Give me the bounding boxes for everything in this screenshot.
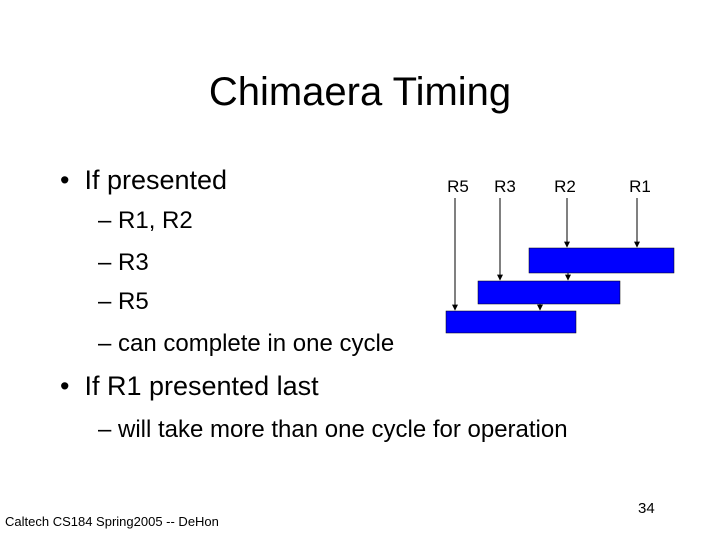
register-label: R3 [494, 177, 516, 196]
diagram-shapes [445, 198, 675, 334]
sub-bullet-text: R5 [118, 288, 149, 315]
sub-bullet-text: can complete in one cycle [118, 330, 395, 357]
sub-bullet: – R1, R2 [98, 207, 193, 234]
sub-bullet-text: will take more than one cycle for operat… [118, 416, 568, 443]
register-label: R5 [447, 177, 469, 196]
slide-title: Chimaera Timing [208, 70, 512, 114]
sub-bullet: – will take more than one cycle for oper… [98, 416, 568, 443]
bullet-text: If R1 presented last [84, 371, 319, 401]
bullet-text: If presented [84, 165, 228, 195]
page-number: 34 [638, 500, 655, 517]
bullet: • If presented [60, 165, 228, 195]
sub-bullet: – R5 [98, 288, 149, 315]
register-label: R2 [554, 177, 576, 196]
sub-bullet: – R3 [98, 249, 149, 276]
bullet: • If R1 presented last [60, 371, 319, 401]
sub-bullet: – can complete in one cycle [98, 330, 395, 357]
register-label: R1 [629, 177, 651, 196]
sub-bullet-text: R3 [118, 249, 149, 276]
footer: Caltech CS184 Spring2005 -- DeHon [5, 514, 219, 529]
sub-bullet-text: R1, R2 [118, 207, 193, 234]
